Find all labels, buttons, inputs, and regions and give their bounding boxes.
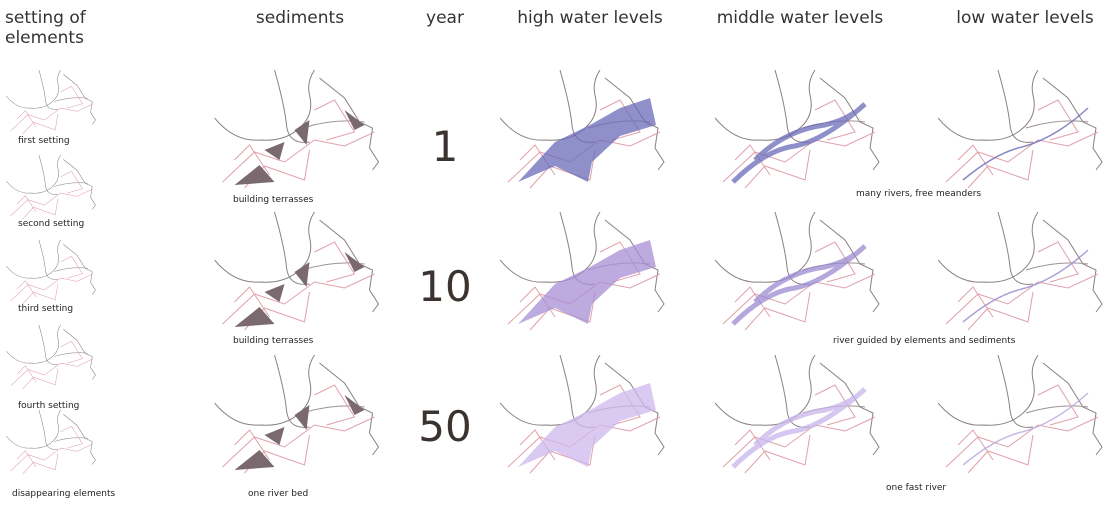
sediment-caption: building terrasses [233, 336, 314, 346]
middle-water-sketch [715, 70, 879, 188]
high-water-sketch [500, 212, 664, 330]
header: middle water levels [716, 8, 884, 28]
setting-caption: fourth setting [18, 401, 80, 411]
water-caption: one fast river [886, 483, 947, 493]
setting-sketch [5, 155, 96, 220]
setting-caption: third setting [18, 304, 74, 314]
high-water-sketch [500, 355, 664, 473]
water-caption: many rivers, free meanders [856, 189, 982, 199]
header: setting of elements [5, 8, 86, 48]
setting-caption: first setting [18, 136, 70, 146]
setting-caption: second setting [18, 219, 85, 229]
low-water-sketch [938, 70, 1102, 188]
setting-sketch [5, 70, 96, 135]
sediment-sketch [215, 355, 379, 473]
header: low water levels [956, 8, 1094, 28]
low-water-sketch [938, 355, 1102, 473]
sediment-caption: one river bed [248, 489, 309, 499]
water-caption: river guided by elements and sediments [833, 336, 1016, 346]
year: 10 [418, 262, 472, 311]
sediment-caption: building terrasses [233, 195, 314, 205]
header: sediments [255, 8, 345, 28]
setting-sketch [5, 240, 96, 305]
sediment-sketch [215, 70, 379, 188]
middle-water-sketch [715, 355, 879, 473]
middle-water-sketch [715, 212, 879, 330]
header: high water levels [517, 8, 663, 28]
setting-sketch [5, 410, 96, 475]
setting-caption: disappearing elements [12, 489, 116, 499]
low-water-sketch [938, 212, 1102, 330]
header: year [426, 8, 464, 28]
year: 1 [431, 122, 459, 171]
high-water-sketch [500, 70, 664, 188]
year: 50 [418, 402, 472, 451]
setting-sketch [5, 325, 96, 390]
sediment-sketch [215, 212, 379, 330]
